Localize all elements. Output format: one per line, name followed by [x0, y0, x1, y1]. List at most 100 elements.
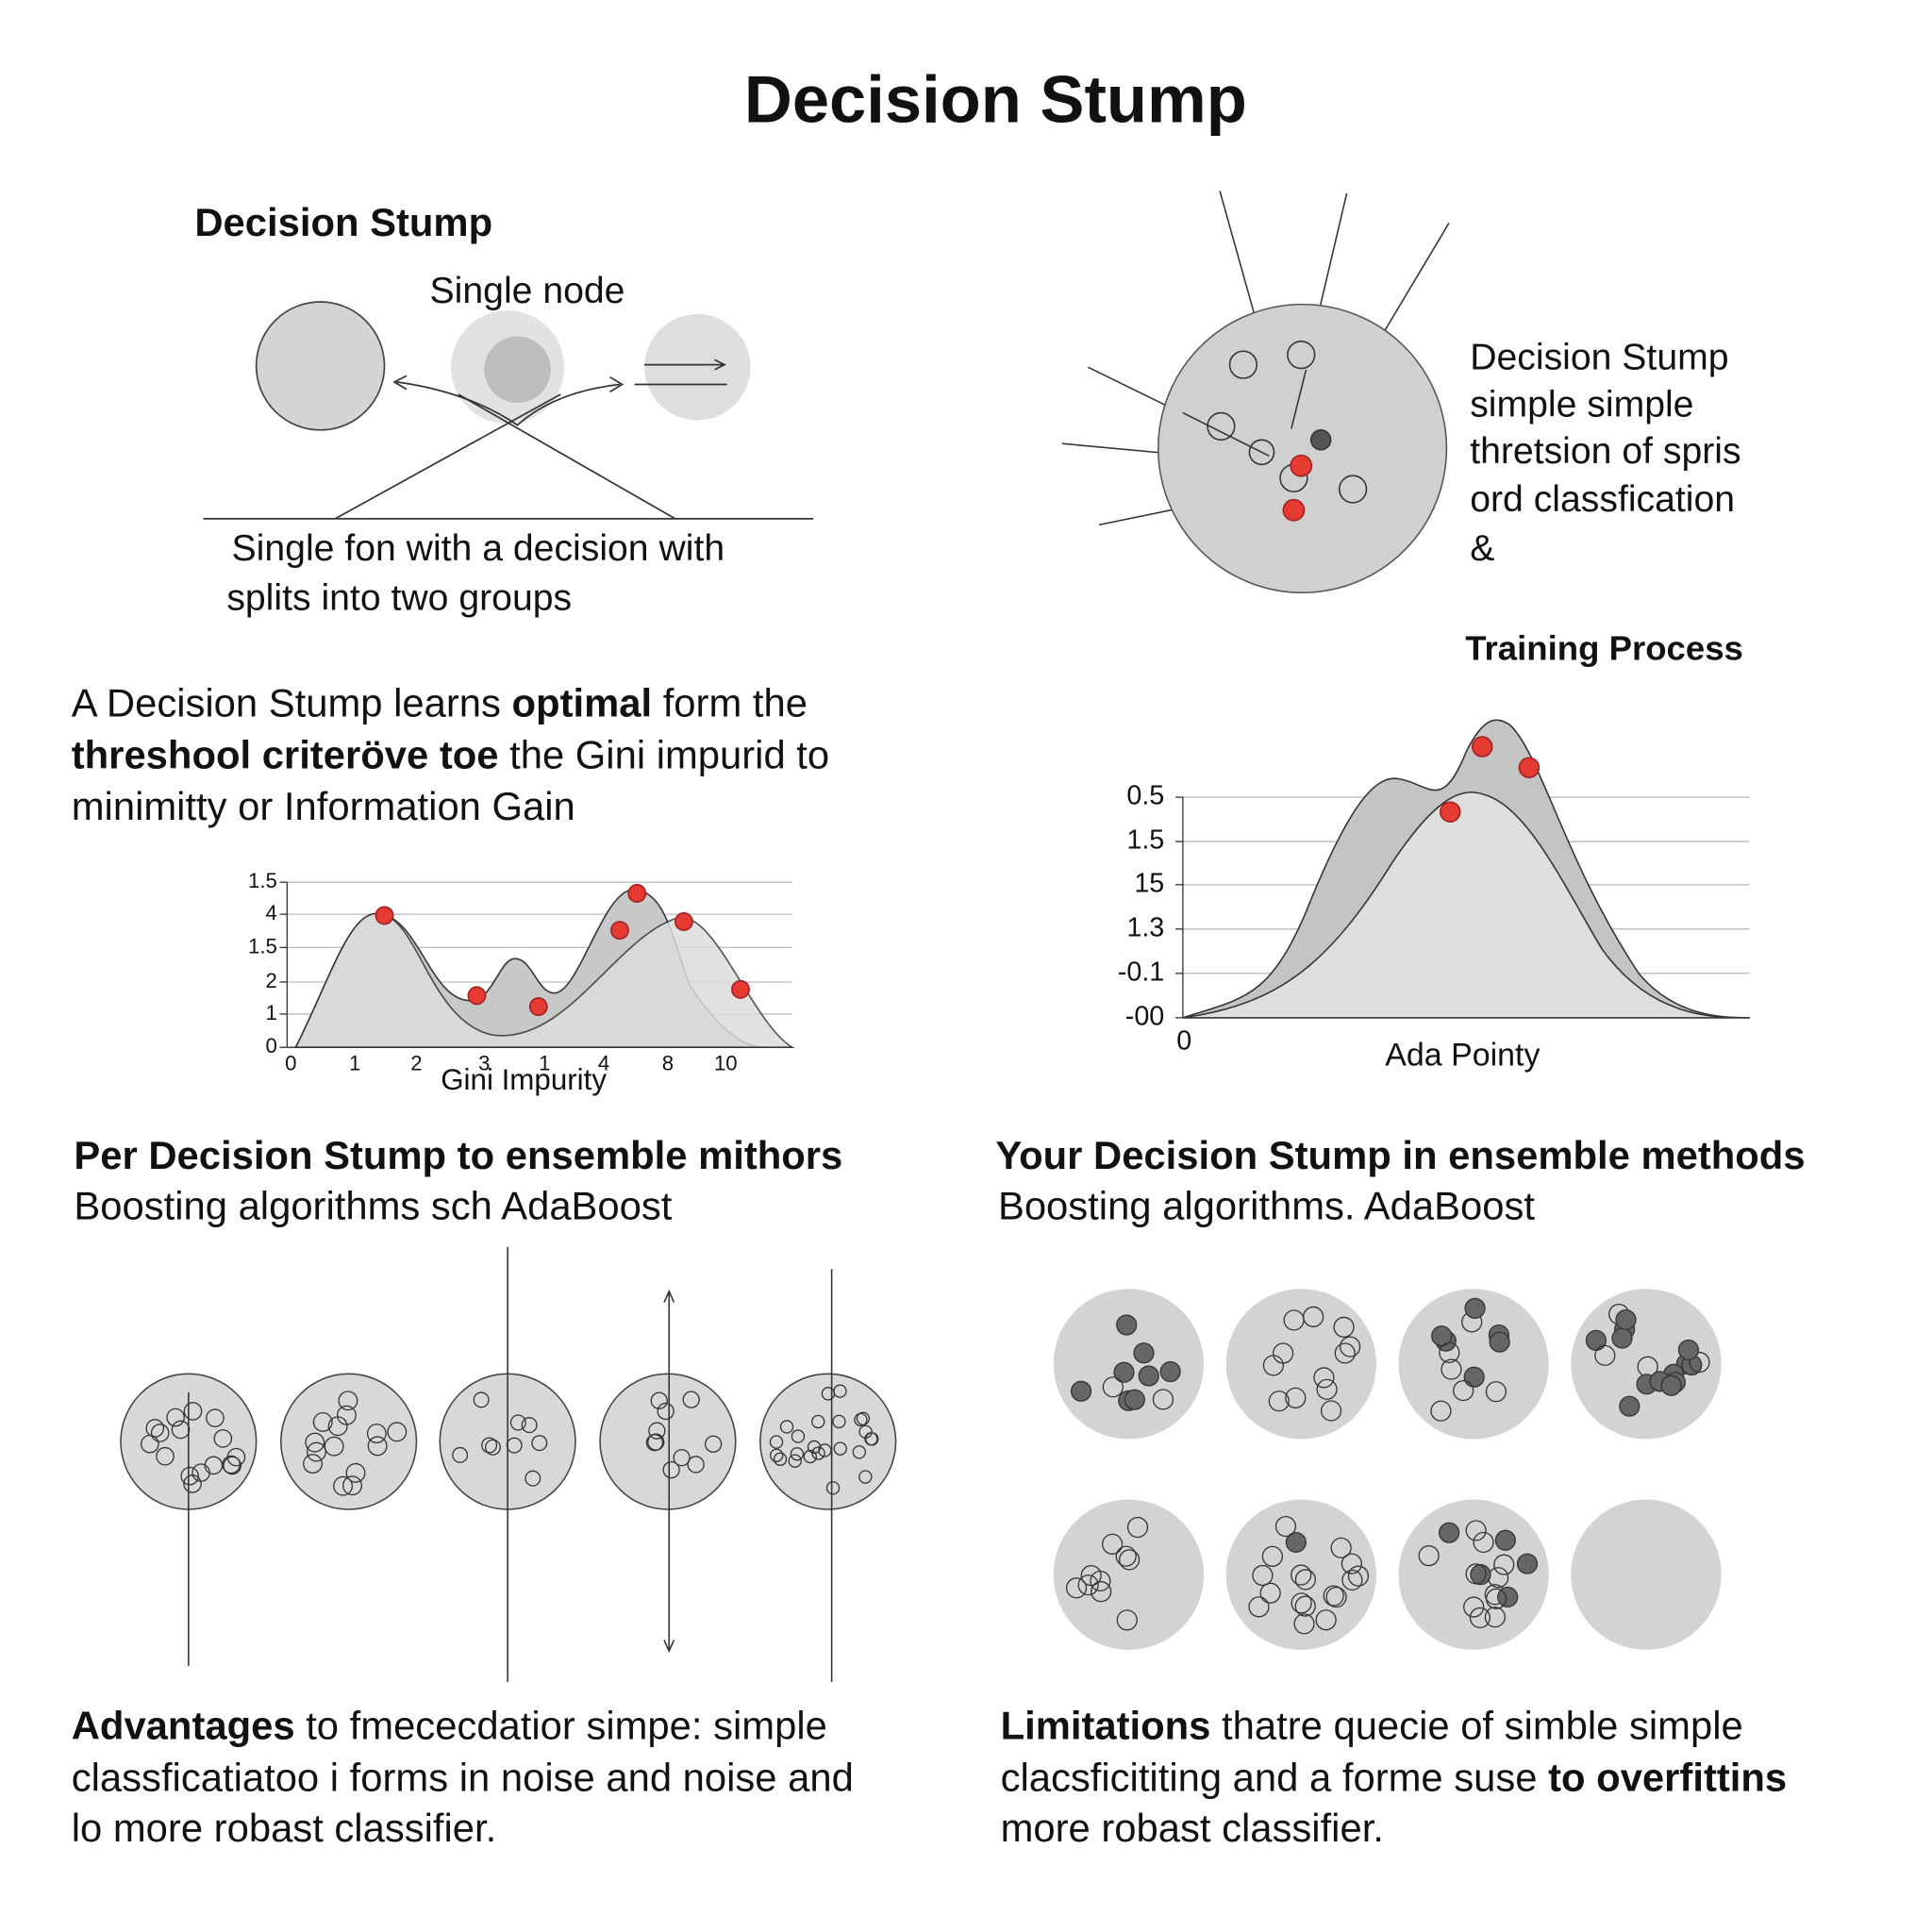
paragraph-line: more robast classifier.: [1001, 1806, 1384, 1850]
sample-dot: [662, 1460, 680, 1479]
text-segment: to fmececdatior simpe: simple: [295, 1704, 827, 1748]
sample-dot: [342, 1475, 362, 1496]
sample-dot: [206, 1408, 225, 1427]
sample-dot: [1316, 1378, 1338, 1400]
paragraph-line: classficatiatoo i forms in noise and noi…: [72, 1755, 854, 1799]
sample-dot: [1159, 1360, 1181, 1383]
sample-dot: [1441, 1358, 1462, 1380]
sample-dot: [1615, 1308, 1637, 1331]
sample-dot: [791, 1429, 806, 1443]
caption-line: Single fon with a decision with: [232, 528, 725, 569]
sample-dot: [1469, 1607, 1491, 1628]
plot-title: Training Process: [1465, 628, 1743, 667]
text-segment: minimitty or Information Gain: [72, 784, 575, 828]
sample-dot: [773, 1452, 788, 1466]
sample-dot: [1463, 1596, 1485, 1618]
ensemble-circle: [1225, 1289, 1376, 1440]
sample-dot: [1126, 1516, 1149, 1539]
sample-dot: [852, 1445, 866, 1459]
text-segment: form the: [652, 680, 808, 724]
y-tick-label: -0.1: [1118, 957, 1165, 987]
sample-dot: [1065, 1577, 1088, 1599]
x-tick-label: 2: [410, 1051, 422, 1074]
y-tick-label: 1.5: [1126, 825, 1164, 856]
ensemble-circle: [1571, 1289, 1722, 1440]
node-label: Single node: [430, 271, 625, 311]
text-segment: more robast classifier.: [1001, 1806, 1384, 1850]
sample-dot: [1611, 1327, 1633, 1349]
sample-dot: [1102, 1533, 1124, 1555]
sample-dot: [833, 1441, 847, 1456]
sample-dot: [1080, 1565, 1102, 1587]
text-segment: classficatiatoo i forms in noise and noi…: [72, 1755, 854, 1799]
x-tick-label: 3: [478, 1051, 490, 1074]
sample-dot: [1660, 1374, 1682, 1396]
sample-dot: [387, 1422, 408, 1442]
page-title: Decision Stump: [744, 62, 1247, 137]
x-axis-title: Gini Impurity: [441, 1063, 607, 1096]
y-tick-label: 1: [266, 1001, 277, 1024]
sample-dot: [312, 1412, 333, 1432]
sample-dot: [531, 1435, 548, 1452]
x-axis-title: Ada Pointy: [1385, 1038, 1540, 1074]
sample-dot: [1303, 1306, 1324, 1327]
sample-dot: [825, 1481, 841, 1495]
section-heading: Your Decision Stump in ensemble methods: [995, 1133, 1805, 1177]
sample-dot: [1485, 1588, 1507, 1609]
sample-dot: [166, 1407, 185, 1427]
sample-dot: [788, 1454, 802, 1468]
y-tick-label: -00: [1125, 1001, 1165, 1031]
sample-dot: [1285, 1387, 1307, 1408]
sample-dot: [1113, 1361, 1135, 1383]
sample-dot: [1677, 1339, 1700, 1361]
sample-dot: [338, 1391, 358, 1411]
sample-dot: [1484, 1607, 1506, 1628]
y-tick-label: 0.5: [1126, 781, 1164, 811]
ensemble-circle: [1398, 1289, 1549, 1440]
sample-dot: [704, 1435, 723, 1453]
stump-circle: [759, 1373, 897, 1510]
ensemble-circle: [1053, 1499, 1205, 1650]
sample-dot: [303, 1454, 323, 1474]
sample-dot: [807, 1440, 822, 1455]
sample-dot: [769, 1435, 784, 1449]
gini-plot: [294, 884, 795, 1048]
x-tick-label: 1: [349, 1051, 360, 1074]
y-tick-label: 15: [1134, 868, 1164, 898]
sample-dot: [1248, 1596, 1270, 1618]
text-segment: lo more robast classifier.: [72, 1806, 496, 1850]
sample-dot: [367, 1436, 388, 1457]
sample-dot: [305, 1432, 325, 1453]
paragraph-line: A Decision Stump learns optimal form the: [72, 680, 808, 724]
sample-dot: [1124, 1389, 1145, 1410]
sample-dot: [657, 1402, 675, 1421]
section-subheading: Boosting algorithms sch AdaBoost: [74, 1183, 672, 1227]
text-segment: thatre quecie of simble simple: [1210, 1704, 1742, 1748]
sample-dot: [1291, 1564, 1312, 1586]
sample-dot: [1347, 1565, 1370, 1587]
x-tick-label: 0: [285, 1051, 296, 1074]
sample-dot: [336, 1405, 357, 1425]
sample-dot: [1138, 1365, 1159, 1387]
y-tick-label: 2: [266, 969, 277, 992]
sample-dot: [648, 1422, 666, 1440]
sample-dot: [1102, 1376, 1124, 1398]
sample-dot: [1133, 1342, 1155, 1364]
sample-dot: [858, 1470, 873, 1484]
sample-dot: [645, 1434, 664, 1452]
sample-dot: [1439, 1341, 1460, 1363]
sample-dot: [1293, 1613, 1315, 1635]
sample-dot: [180, 1466, 200, 1486]
sample-dot: [145, 1419, 165, 1438]
sample-dot: [1333, 1316, 1355, 1338]
sample-dot: [1453, 1379, 1474, 1402]
node-text: &: [1470, 528, 1494, 569]
text-segment: the Gini impurid to: [499, 732, 830, 776]
sample-dot: [687, 1456, 705, 1474]
x-tick-label: 0: [1176, 1026, 1191, 1057]
y-tick-label: 0: [266, 1034, 277, 1058]
sample-dot: [1465, 1520, 1487, 1541]
sample-dot: [366, 1424, 387, 1444]
text-segment: optimal: [512, 680, 653, 724]
